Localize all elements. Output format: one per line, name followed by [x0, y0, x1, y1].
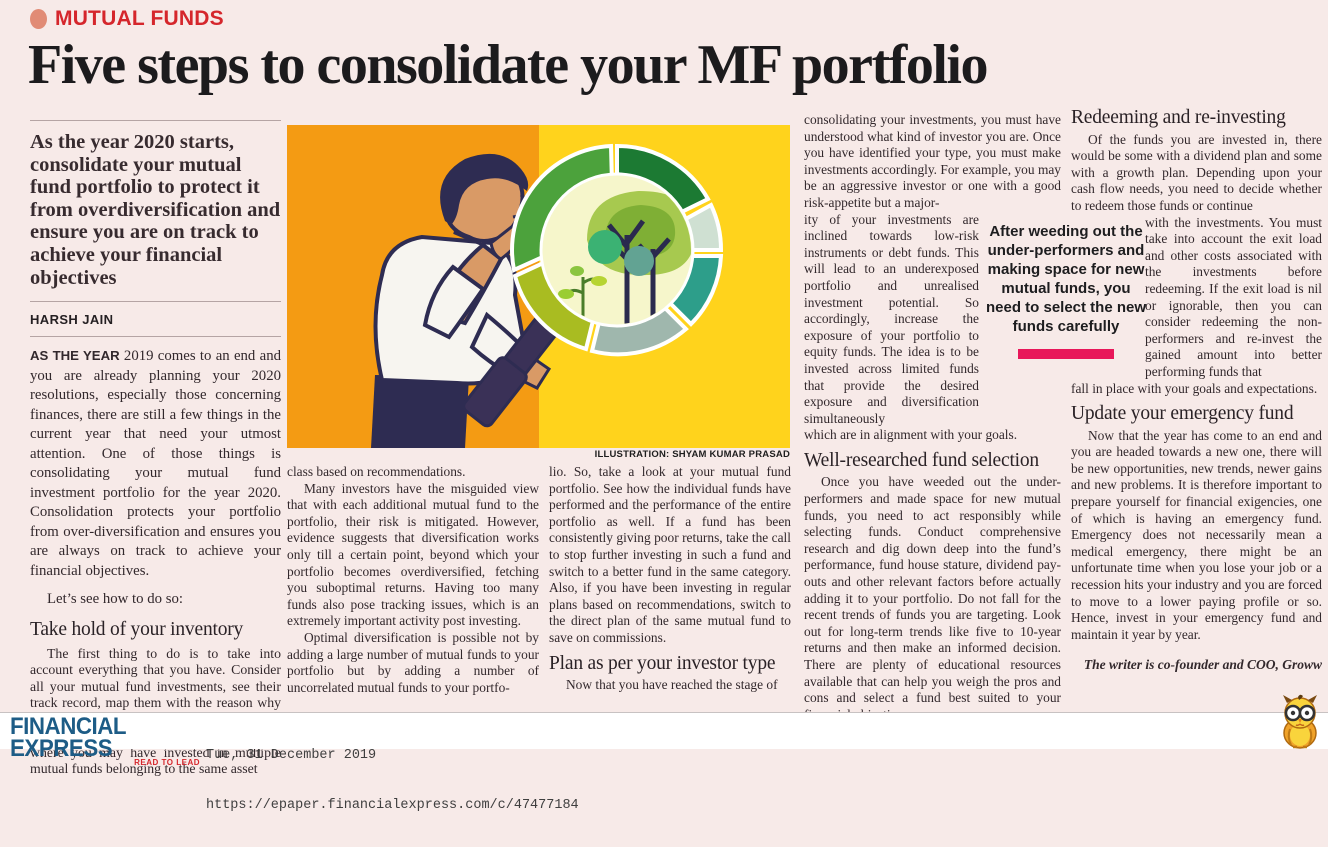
writer-credit: The writer is co-founder and COO, Groww — [1083, 657, 1322, 673]
pull-quote: After weeding out the under-performers a… — [984, 222, 1148, 359]
epaper-page: { "page": { "kicker": "MUTUAL FUNDS", "h… — [0, 7, 1328, 813]
epaper-date: Tue, 31 December 2019 — [206, 748, 377, 763]
paragraph: Now that the year has come to an end and… — [1071, 427, 1323, 642]
paragraph: consolidating your investments, you must… — [804, 112, 1061, 210]
trees-in-lens — [558, 191, 691, 324]
paragraph-wrap-left: with the investments. You must take into… — [1145, 214, 1322, 379]
kicker-label: MUTUAL FUNDS — [55, 7, 224, 30]
portfolio-illustration — [287, 125, 790, 448]
paragraph-wrap-right: ity of your investments are inclined tow… — [804, 211, 979, 426]
article-headline: Five steps to consolidate your MF portfo… — [28, 34, 988, 96]
divider — [30, 301, 281, 303]
kicker-dot-icon — [30, 9, 47, 29]
magnifier — [462, 143, 724, 428]
divider — [30, 336, 281, 338]
paragraph: Many investors have the misguided view t… — [287, 480, 539, 629]
paragraph: Once you have weeded out the under-perfo… — [804, 474, 1061, 721]
footer-bar: FINANCIAL EXPRESS READ TO LEAD Tue, 31 D… — [0, 712, 1328, 813]
standfirst: As the year 2020 starts, consolidate you… — [30, 131, 281, 289]
lead-close: Let’s see how to do so: — [47, 591, 184, 608]
lead-paragraph: AS THE YEAR 2019 comes to an end and you… — [30, 346, 281, 581]
brand-name: FINANCIAL EXPRESS — [10, 713, 126, 762]
section-heading-investor-type: Plan as per your investor type — [549, 652, 776, 674]
paragraph: fall in place with your goals and expect… — [1071, 380, 1318, 396]
section-kicker: MUTUAL FUNDS — [30, 7, 224, 31]
section-heading-redeeming: Redeeming and re-investing — [1071, 107, 1286, 128]
column-5: Redeeming and re-investing Of the funds … — [1071, 107, 1323, 674]
lead-drop-words: AS THE YEAR — [30, 348, 120, 364]
owl-mascot-icon[interactable] — [1273, 693, 1327, 749]
byline: HARSH JAIN — [30, 312, 114, 328]
section-heading-emergency-fund: Update your emergency fund — [1071, 403, 1294, 425]
paragraph: Of the funds you are invested in, there … — [1071, 131, 1322, 213]
paragraph: class based on recommendations. — [287, 464, 466, 479]
financial-express-logo: FINANCIAL EXPRESS READ TO LEAD — [10, 713, 200, 768]
epaper-meta: Tue, 31 December 2019 https://epaper.fin… — [206, 715, 579, 847]
column-2: class based on recommendations. Many inv… — [287, 464, 539, 696]
paragraph: Optimal diversification is possible not … — [287, 629, 539, 695]
paragraph: Now that you have reached the stage of — [566, 677, 778, 693]
lead-text: 2019 comes to an end and you are already… — [30, 348, 281, 579]
column-intro: As the year 2020 starts, consolidate you… — [30, 120, 281, 778]
section-heading-inventory: Take hold of your inventory — [30, 618, 244, 640]
epaper-url[interactable]: https://epaper.financialexpress.com/c/47… — [206, 797, 579, 813]
section-heading-fund-selection: Well-researched fund selection — [804, 449, 1039, 471]
pull-quote-bar — [1018, 349, 1114, 359]
divider — [30, 120, 281, 121]
illustration-credit: ILLUSTRATION: SHYAM KUMAR PRASAD — [594, 449, 790, 460]
column-4: consolidating your investments, you must… — [804, 112, 1061, 723]
column-3: lio. So, take a look at your mutual fund… — [549, 464, 791, 694]
paragraph: lio. So, take a look at your mutual fund… — [549, 464, 791, 645]
paragraph: which are in alignment with your goals. — [804, 427, 1018, 443]
pull-quote-text: After weeding out the under-performers a… — [985, 223, 1147, 335]
